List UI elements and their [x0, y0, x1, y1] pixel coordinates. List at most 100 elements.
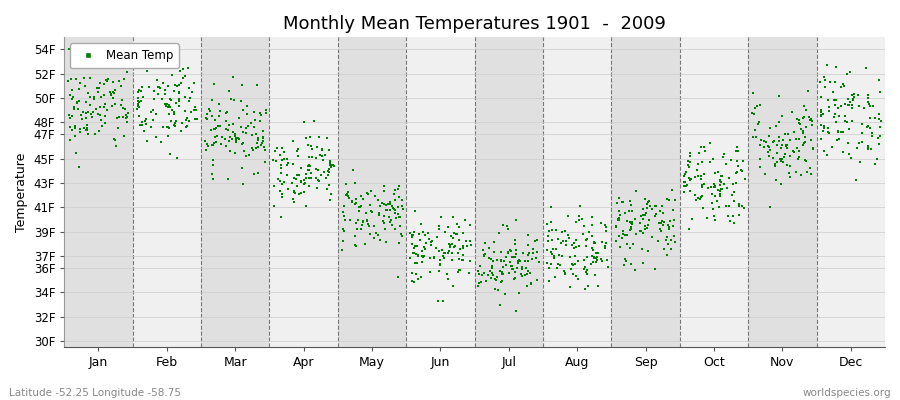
Point: [276, 156, 291, 163]
Point: [415, 248, 429, 254]
Point: [181, 65, 195, 71]
Point: [512, 257, 526, 263]
Point: [507, 254, 521, 260]
Point: [382, 201, 397, 208]
Point: [208, 126, 222, 132]
Point: [453, 267, 467, 273]
Point: [201, 143, 215, 149]
Point: [69, 76, 84, 82]
Point: [515, 264, 529, 270]
Point: [68, 132, 82, 139]
Point: [131, 89, 146, 95]
Point: [314, 145, 328, 152]
Point: [680, 182, 694, 188]
Point: [409, 250, 423, 257]
Point: [248, 123, 262, 130]
Point: [869, 156, 884, 163]
Point: [169, 118, 184, 124]
Point: [625, 221, 639, 227]
Point: [87, 96, 102, 102]
Point: [748, 126, 762, 133]
Point: [641, 248, 655, 254]
Point: [716, 154, 731, 160]
Point: [816, 125, 831, 131]
Point: [446, 230, 461, 237]
Point: [424, 242, 438, 248]
Point: [281, 159, 295, 166]
Point: [68, 125, 82, 131]
Point: [771, 93, 786, 99]
Point: [443, 241, 457, 248]
Point: [688, 196, 703, 203]
Point: [104, 91, 119, 98]
Point: [505, 266, 519, 272]
Point: [707, 183, 722, 190]
Point: [721, 213, 735, 220]
Point: [238, 125, 253, 132]
Point: [598, 245, 613, 251]
Point: [835, 148, 850, 155]
Point: [757, 144, 771, 150]
Point: [735, 168, 750, 174]
Point: [640, 205, 654, 212]
Point: [320, 175, 334, 182]
Point: [570, 219, 584, 226]
Point: [205, 142, 220, 148]
Point: [697, 143, 711, 150]
Point: [495, 269, 509, 275]
Point: [566, 261, 580, 268]
Point: [873, 124, 887, 130]
Point: [456, 245, 471, 252]
Point: [636, 206, 651, 212]
Point: [645, 206, 660, 212]
Point: [797, 156, 812, 163]
Point: [392, 240, 407, 246]
Point: [663, 246, 678, 252]
Point: [139, 121, 153, 127]
Point: [119, 112, 133, 118]
Point: [484, 275, 499, 282]
Point: [452, 267, 466, 273]
Point: [238, 153, 253, 160]
Bar: [201, 37, 269, 347]
Point: [274, 181, 289, 187]
Point: [303, 133, 318, 140]
Point: [389, 214, 403, 221]
Point: [707, 217, 722, 223]
Point: [634, 212, 649, 219]
Point: [861, 91, 876, 98]
Point: [105, 89, 120, 95]
Point: [179, 124, 194, 130]
Point: [500, 248, 515, 255]
Point: [635, 212, 650, 219]
Point: [836, 81, 850, 87]
Point: [236, 139, 250, 146]
Point: [408, 242, 422, 249]
Point: [629, 188, 643, 194]
Point: [302, 163, 316, 170]
Point: [860, 95, 875, 101]
Point: [640, 201, 654, 207]
Point: [166, 110, 181, 117]
Point: [472, 270, 487, 277]
Point: [485, 269, 500, 276]
Point: [404, 270, 419, 276]
Point: [275, 191, 290, 197]
Point: [613, 212, 627, 218]
Point: [183, 95, 197, 101]
Point: [496, 264, 510, 270]
Point: [562, 254, 577, 260]
Point: [392, 183, 406, 189]
Point: [761, 143, 776, 149]
Point: [748, 105, 762, 111]
Point: [186, 80, 201, 87]
Point: [732, 202, 746, 209]
Point: [225, 136, 239, 142]
Point: [349, 226, 364, 232]
Point: [66, 94, 80, 100]
Point: [513, 258, 527, 265]
Point: [93, 79, 107, 86]
Point: [277, 148, 292, 155]
Point: [140, 68, 154, 74]
Point: [345, 199, 359, 205]
